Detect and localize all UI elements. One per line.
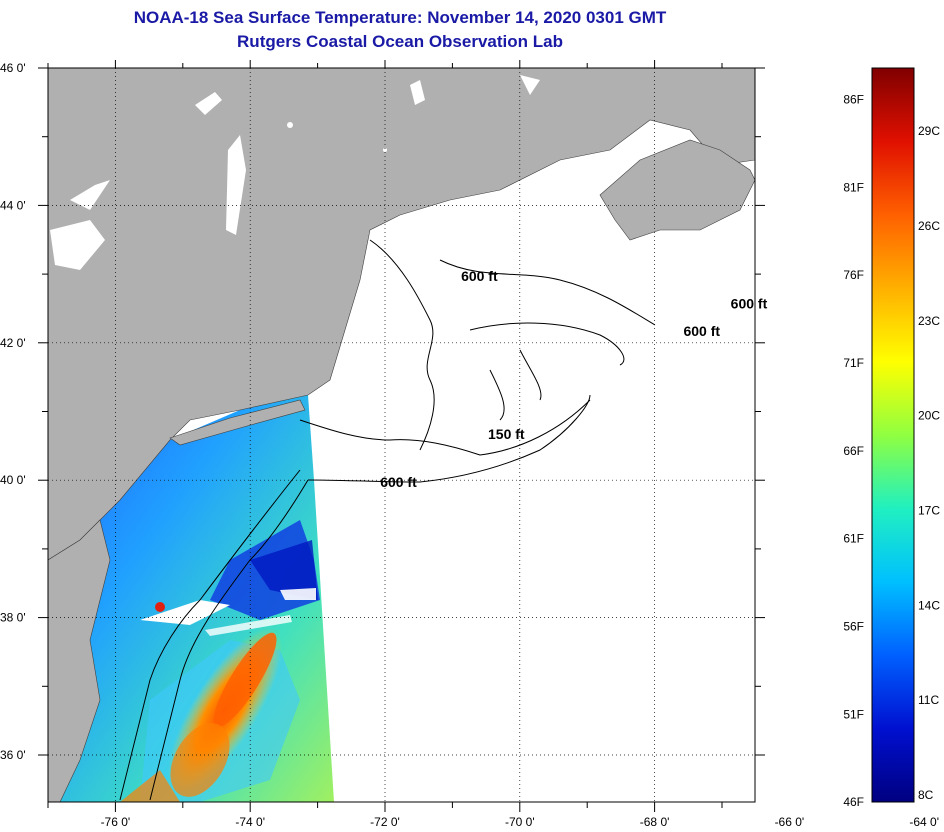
colorbar-f-label: 66F (843, 444, 864, 458)
lon-label: -74 0' (235, 815, 265, 829)
colorbar-f-label: 86F (843, 93, 864, 107)
colorbar-f-label: 71F (843, 356, 864, 370)
colorbar-c-label: 14C (918, 598, 940, 612)
lat-label: 40 0' (0, 473, 26, 487)
contour-label: 600 ft (380, 474, 417, 490)
lat-label: 36 0' (0, 748, 26, 762)
colorbar-f-label: 81F (843, 180, 864, 194)
colorbar-c-label: 8C (918, 788, 934, 802)
colorbar-c-label: 20C (918, 409, 940, 423)
lat-label: 46 0' (0, 61, 26, 75)
map-title: NOAA-18 Sea Surface Temperature: Novembe… (133, 8, 667, 27)
colorbar-c-label: 29C (918, 124, 940, 138)
contour-label: 600 ft (461, 268, 498, 284)
lat-label: 38 0' (0, 611, 26, 625)
lat-label: 42 0' (0, 336, 26, 350)
colorbar-f-label: 76F (843, 268, 864, 282)
latitude-labels: 46 0' 44 0' 42 0' 40 0' 38 0' 36 0' (0, 61, 26, 762)
contour-label: 600 ft (683, 323, 720, 339)
map-frame (47, 67, 756, 803)
contour-label: 600 ft (731, 295, 768, 311)
colorbar-c-label: 23C (918, 314, 940, 328)
lon-label: -68 0' (640, 815, 670, 829)
lat-label: 44 0' (0, 198, 26, 212)
colorbar-f-label: 56F (843, 619, 864, 633)
contour-label: 150 ft (488, 426, 525, 442)
colorbar-c-label: 26C (918, 219, 940, 233)
axis-ticks (38, 60, 765, 812)
colorbar-celsius-labels: 29C 26C 23C 20C 17C 14C 11C 8C (918, 124, 940, 802)
map-subtitle: Rutgers Coastal Ocean Observation Lab (237, 32, 563, 51)
longitude-labels: -76 0' -74 0' -72 0' -70 0' -68 0' -66 0' -64 … (101, 815, 939, 829)
colorbar (871, 67, 915, 803)
depth-contours (119, 239, 656, 801)
land (48, 68, 755, 802)
lon-label: -66 0' (775, 815, 805, 829)
inland-water (50, 75, 540, 270)
colorbar-c-label: 11C (918, 693, 939, 707)
lon-label: -64 0' (909, 815, 939, 829)
lon-label: -76 0' (101, 815, 131, 829)
colorbar-f-label: 61F (843, 532, 864, 546)
colorbar-f-label: 46F (843, 795, 864, 809)
contour-labels: 600 ft 600 ft 600 ft 150 ft 600 ft (380, 268, 767, 490)
lon-label: -70 0' (505, 815, 535, 829)
colorbar-fahrenheit-labels: 86F 81F 76F 71F 66F 61F 56F 51F 46F (843, 93, 864, 809)
colorbar-f-label: 51F (843, 707, 864, 721)
colorbar-c-label: 17C (918, 504, 940, 518)
lon-label: -72 0' (370, 815, 400, 829)
